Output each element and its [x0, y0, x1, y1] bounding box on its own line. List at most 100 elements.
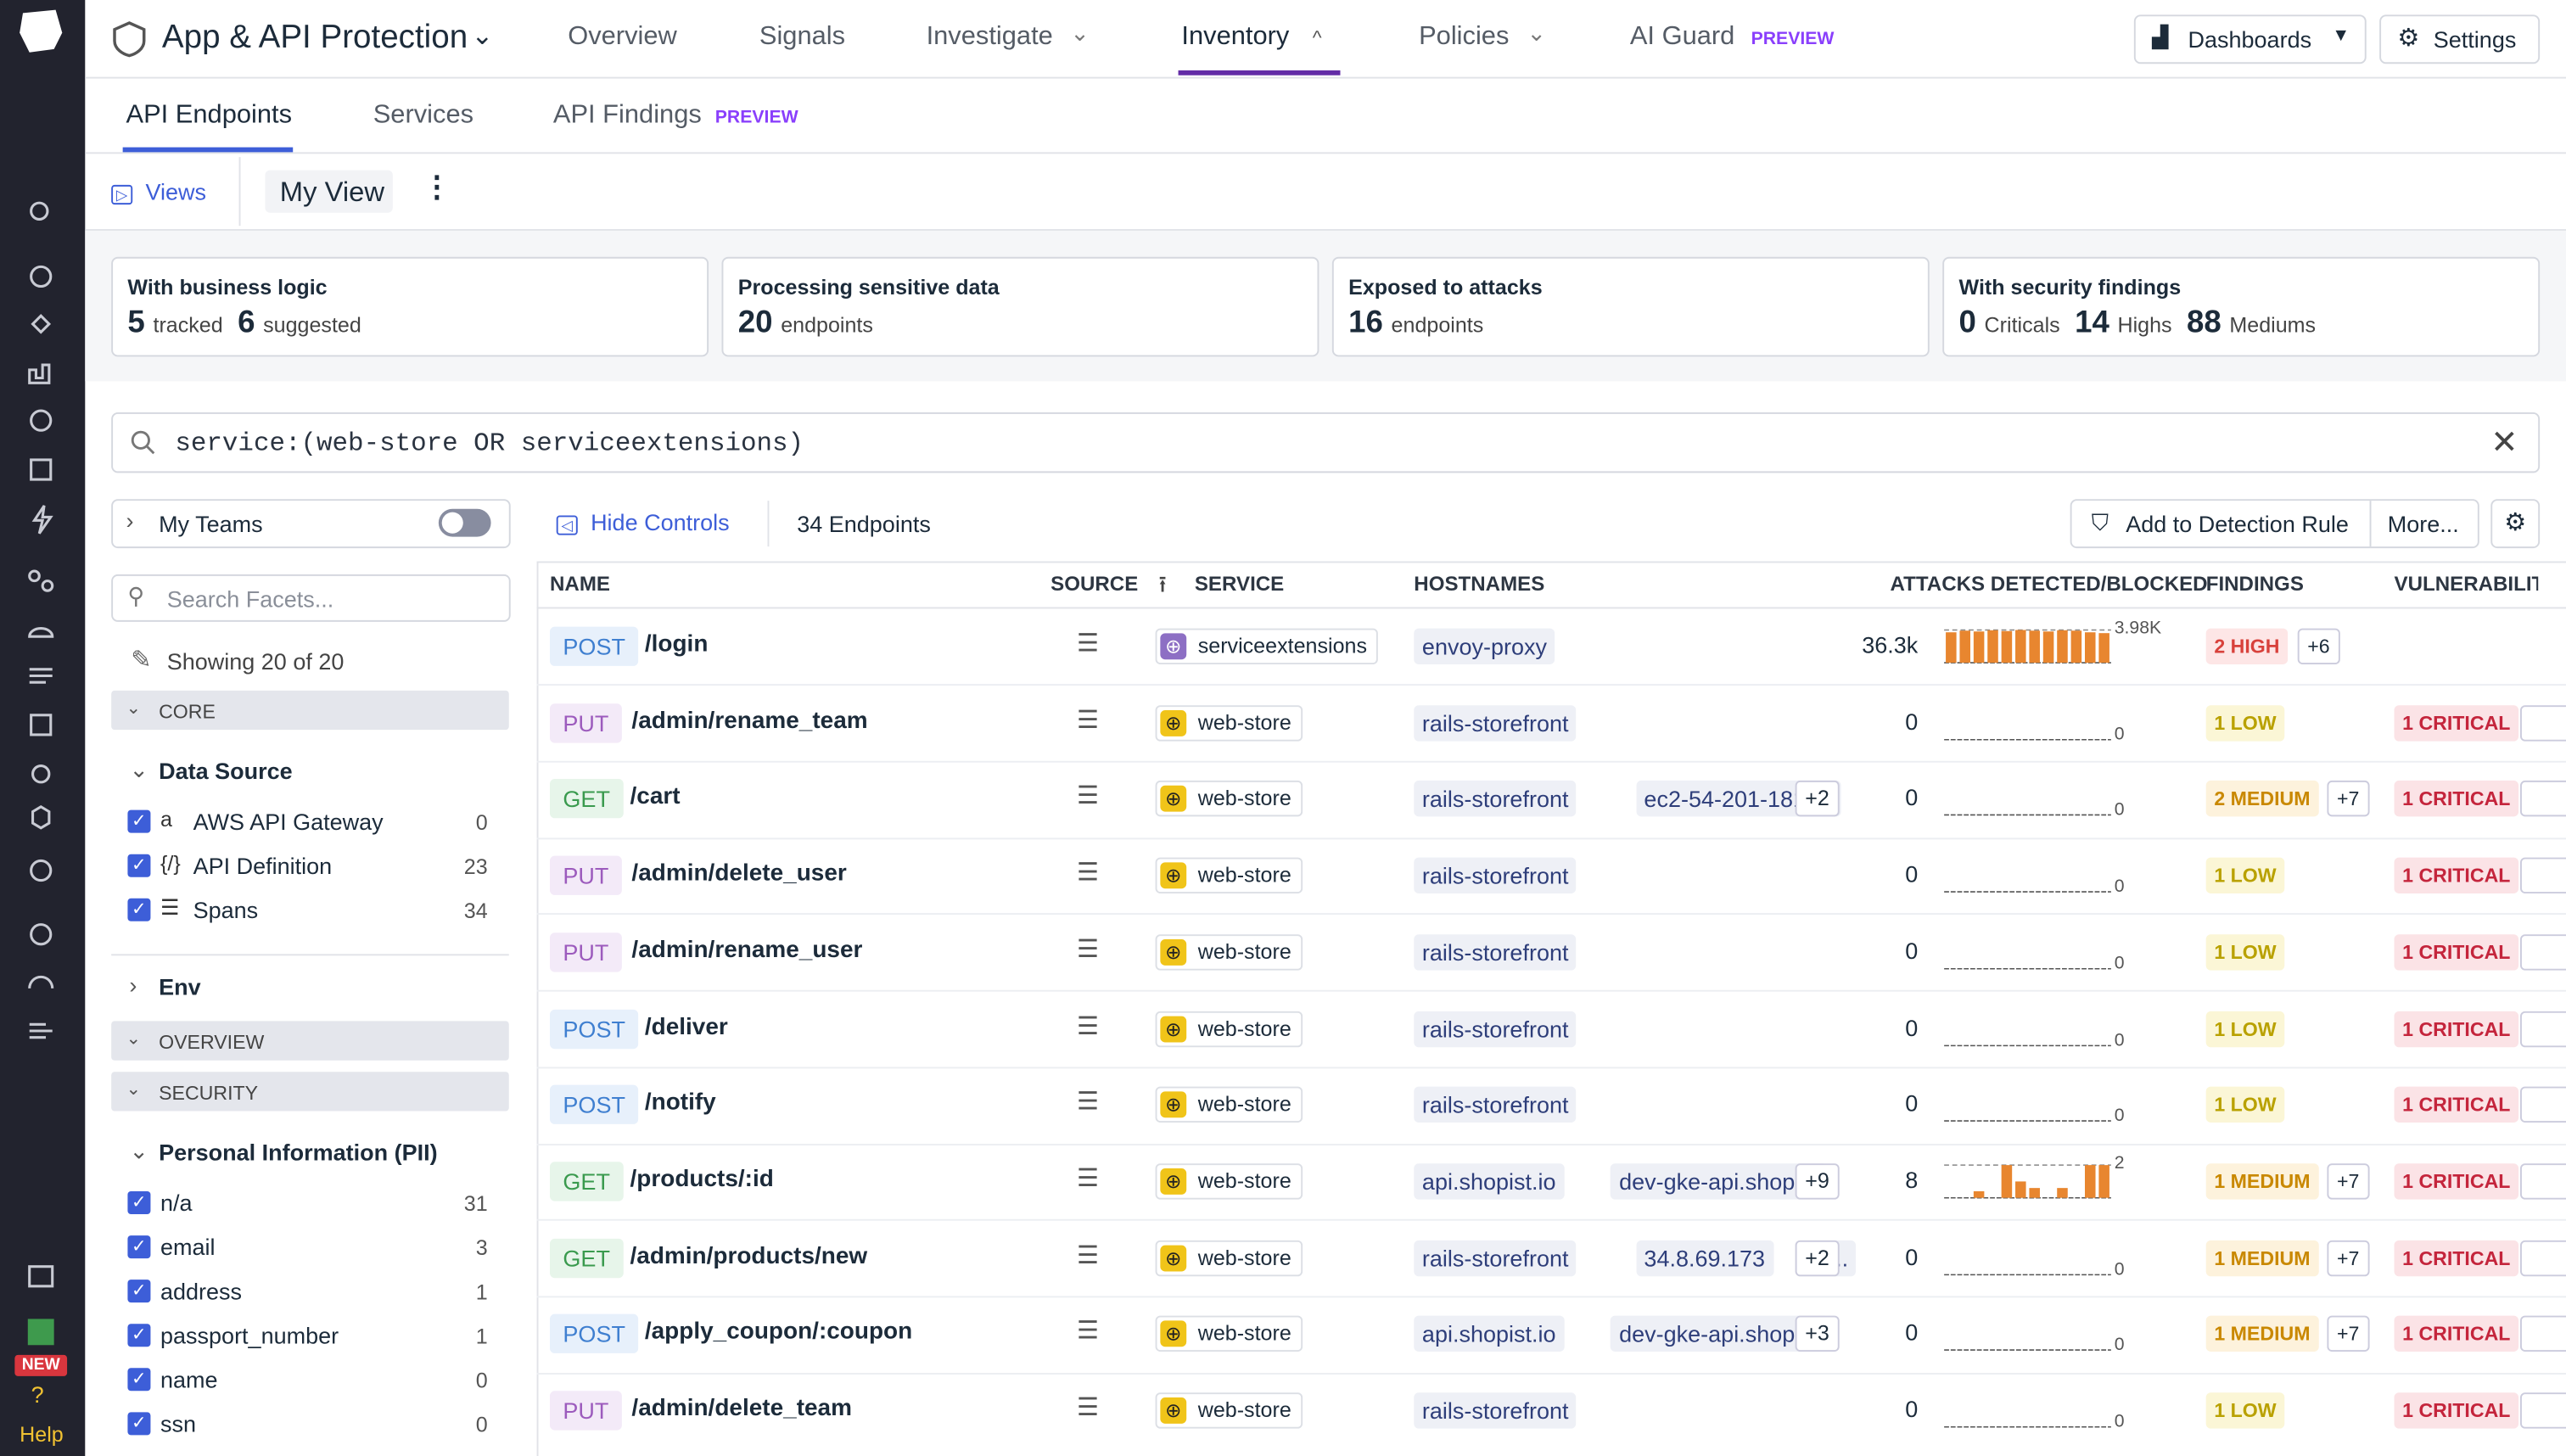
nav-tab[interactable]: Policies	[1419, 22, 1510, 51]
hostname-chip[interactable]: envoy-proxy	[1414, 628, 1555, 664]
more-hosts[interactable]: +2	[1795, 1240, 1840, 1276]
more-vulns[interactable]	[2519, 1010, 2566, 1047]
more-vulns[interactable]	[2519, 857, 2566, 894]
summary-card[interactable]: With security findings 0 Criticals 14 Highs 8…	[1942, 256, 2541, 357]
service-chip[interactable]: ⊕ serviceextensions	[1155, 628, 1379, 664]
service-chip[interactable]: ⊕ web-store	[1155, 704, 1303, 742]
vulnerability-badge[interactable]: 1 CRITICAL	[2394, 1316, 2519, 1352]
checkbox[interactable]: ✓	[127, 1190, 151, 1214]
hide-controls[interactable]: ◁ Hide Controls	[556, 509, 730, 535]
finding-badge[interactable]: 1 LOW	[2205, 1392, 2285, 1429]
nav-tab[interactable]: AI Guard	[1629, 22, 1735, 51]
clear-search[interactable]: ✕	[2490, 425, 2518, 462]
endpoint-path[interactable]: /cart	[630, 784, 681, 811]
service-chip[interactable]: ⊕ web-store	[1155, 1240, 1303, 1276]
hostname-chip[interactable]: rails-storefront	[1414, 1086, 1577, 1123]
facet-item[interactable]: address	[160, 1278, 243, 1305]
finding-badge[interactable]: 1 MEDIUM	[2205, 1163, 2319, 1200]
finding-badge[interactable]: 2 HIGH	[2205, 628, 2289, 664]
service-chip[interactable]: ⊕ web-store	[1155, 1316, 1303, 1352]
more[interactable]: More...	[2387, 510, 2459, 537]
finding-badge[interactable]: 2 MEDIUM	[2205, 781, 2319, 818]
product-title[interactable]: App & API Protection	[161, 20, 468, 56]
service-chip[interactable]: ⊕ web-store	[1155, 1163, 1303, 1200]
checkbox[interactable]: ✓	[127, 809, 151, 833]
nav-tab[interactable]: Investigate	[926, 22, 1053, 51]
product-caret[interactable]: ⌄	[471, 22, 494, 51]
finding-badge[interactable]: 1 LOW	[2205, 933, 2285, 971]
more-vulns[interactable]	[2519, 1086, 2566, 1123]
column-header[interactable]: SOURCE	[1050, 572, 1139, 596]
column-header[interactable]: VULNERABILITIES	[2394, 572, 2538, 596]
vulnerability-badge[interactable]: 1 CRITICAL	[2394, 857, 2519, 894]
facet-item[interactable]: API Definition	[193, 852, 333, 879]
vulnerability-badge[interactable]: 1 CRITICAL	[2394, 1010, 2519, 1047]
more-vulns[interactable]	[2519, 704, 2566, 742]
more-vulns[interactable]	[2519, 933, 2566, 971]
checkbox[interactable]: ✓	[127, 1368, 151, 1392]
nav-tab[interactable]: Signals	[759, 22, 846, 51]
more-vulns[interactable]	[2519, 781, 2566, 818]
nav-tab[interactable]: Overview	[568, 22, 677, 51]
facet-search[interactable]: ⚲ Search Facets...	[111, 574, 511, 622]
checkbox[interactable]: ✓	[127, 1412, 151, 1436]
hostname-chip[interactable]: api.shopist.io	[1414, 1316, 1565, 1352]
current-view[interactable]: My View	[265, 170, 393, 213]
column-header[interactable]: NAME	[549, 572, 610, 596]
service-chip[interactable]: ⊕ web-store	[1155, 1010, 1303, 1047]
more-findings[interactable]: +7	[2327, 1316, 2369, 1352]
sub-tab[interactable]: Services	[373, 101, 474, 130]
hostname-chip[interactable]: rails-storefront	[1414, 857, 1577, 894]
service-chip[interactable]: ⊕ web-store	[1155, 1086, 1303, 1123]
summary-card[interactable]: With business logic 5 tracked 6 suggested	[111, 256, 709, 357]
endpoint-path[interactable]: /admin/rename_team	[631, 708, 868, 735]
settings-button[interactable]: ⚙ Settings	[2379, 14, 2541, 64]
facet-group[interactable]: Env	[159, 973, 201, 1000]
endpoint-path[interactable]: /apply_coupon/:coupon	[644, 1319, 913, 1346]
column-header[interactable]: ATTACKS DETECTED/BLOCKED	[1890, 572, 2208, 596]
facet-group[interactable]: Data Source	[159, 757, 293, 784]
vulnerability-badge[interactable]: 1 CRITICAL	[2394, 704, 2519, 742]
service-chip[interactable]: ⊕ web-store	[1155, 781, 1303, 818]
hostname-chip[interactable]: dev-gke-api.shopi...	[1611, 1163, 1828, 1200]
hostname-chip[interactable]: rails-storefront	[1414, 704, 1577, 742]
more-vulns[interactable]	[2519, 1316, 2566, 1352]
vulnerability-badge[interactable]: 1 CRITICAL	[2394, 933, 2519, 971]
hostname-chip[interactable]: rails-storefront	[1414, 933, 1577, 971]
vulnerability-badge[interactable]: 1 CRITICAL	[2394, 781, 2519, 818]
search-bar[interactable]: service:(web-store OR serviceextensions)…	[111, 412, 2541, 473]
endpoint-path[interactable]: /products/:id	[630, 1166, 774, 1193]
security-section[interactable]: ⌄ SECURITY	[111, 1072, 509, 1112]
finding-badge[interactable]: 1 LOW	[2205, 1010, 2285, 1047]
service-chip[interactable]: ⊕ web-store	[1155, 857, 1303, 894]
table-settings[interactable]: ⚙	[2490, 499, 2541, 549]
checkbox[interactable]: ✓	[127, 898, 151, 921]
more-hosts[interactable]: +2	[1795, 781, 1840, 818]
finding-badge[interactable]: 1 MEDIUM	[2205, 1316, 2319, 1352]
my-teams[interactable]: › My Teams	[111, 499, 511, 549]
endpoint-path[interactable]: /admin/delete_team	[631, 1396, 852, 1422]
endpoint-path[interactable]: /login	[644, 631, 709, 658]
column-header[interactable]: HOSTNAMES	[1414, 572, 1545, 596]
overview-section[interactable]: ⌄ OVERVIEW	[111, 1021, 509, 1061]
sub-tab[interactable]: API Endpoints	[126, 101, 293, 130]
hostname-chip[interactable]: rails-storefront	[1414, 1240, 1577, 1276]
more-vulns[interactable]	[2519, 1163, 2566, 1200]
checkbox[interactable]: ✓	[127, 854, 151, 877]
hostname-chip[interactable]: 34.8.69.173	[1635, 1240, 1773, 1276]
column-header[interactable]: FINDINGS	[2205, 572, 2304, 596]
checkbox[interactable]: ✓	[127, 1235, 151, 1259]
vulnerability-badge[interactable]: 1 CRITICAL	[2394, 1392, 2519, 1429]
summary-card[interactable]: Processing sensitive data 20 endpoints	[721, 256, 1319, 357]
sub-tab[interactable]: API Findings	[552, 101, 702, 130]
more-findings[interactable]: +7	[2327, 1240, 2369, 1276]
dashboards-button[interactable]: Dashboards ▟ ▼	[2133, 14, 2367, 64]
hostname-chip[interactable]: rails-storefront	[1414, 1392, 1577, 1429]
facet-item[interactable]: email	[160, 1234, 216, 1260]
endpoint-path[interactable]: /admin/rename_user	[631, 937, 863, 964]
more-findings[interactable]: +7	[2327, 781, 2369, 818]
core-section[interactable]: ⌄ CORE	[111, 690, 509, 731]
service-chip[interactable]: ⊕ web-store	[1155, 933, 1303, 971]
hostname-chip[interactable]: rails-storefront	[1414, 1010, 1577, 1047]
nav-tab[interactable]: Inventory	[1181, 22, 1290, 51]
